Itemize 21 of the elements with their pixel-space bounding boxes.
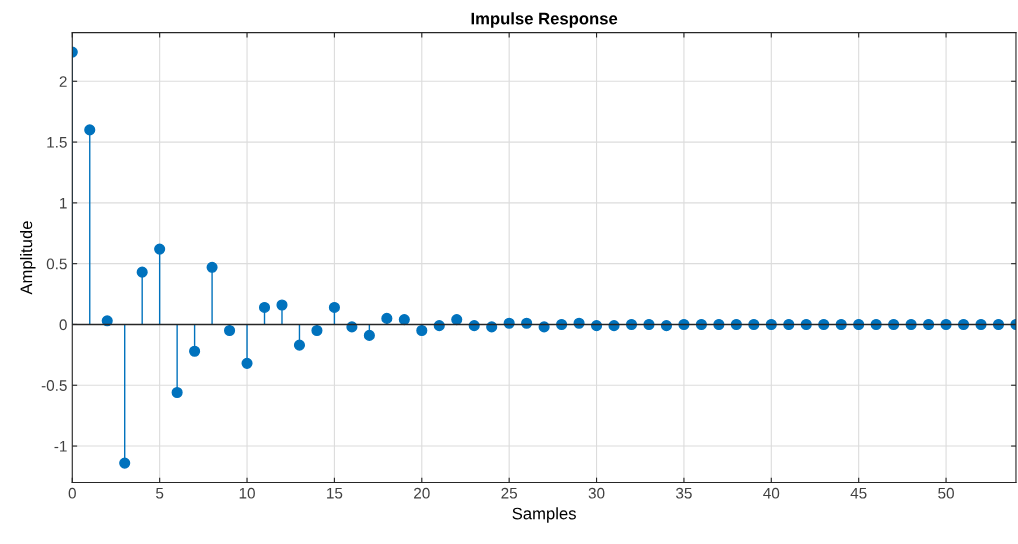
x-tick-label: 15 (327, 487, 343, 499)
x-tick-label: 0 (68, 487, 76, 499)
x-tick-label: 45 (850, 487, 867, 499)
x-tick-label: 50 (938, 487, 954, 499)
y-tick-label: 2 (59, 76, 67, 87)
x-tick-label: 30 (588, 487, 605, 499)
x-tick-label: 35 (676, 487, 692, 499)
x-tick-label: 40 (763, 487, 780, 499)
y-axis-title: Amplitude (20, 221, 36, 295)
x-tick-label: 25 (501, 487, 518, 499)
y-tick-label: -1 (54, 441, 67, 452)
y-tick-label: 0 (59, 319, 67, 331)
x-tick-label: 20 (414, 487, 430, 499)
x-tick-label: 10 (239, 487, 255, 499)
y-tick-label: -0.5 (41, 380, 67, 391)
chart-title: Impulse Response (471, 12, 618, 28)
y-tick-label: 0.5 (46, 258, 67, 270)
x-axis-title: Samples (512, 507, 576, 523)
y-tick-label: 1 (60, 197, 67, 209)
x-tick-label: 5 (156, 487, 164, 499)
y-tick-label: 1.5 (47, 137, 67, 148)
